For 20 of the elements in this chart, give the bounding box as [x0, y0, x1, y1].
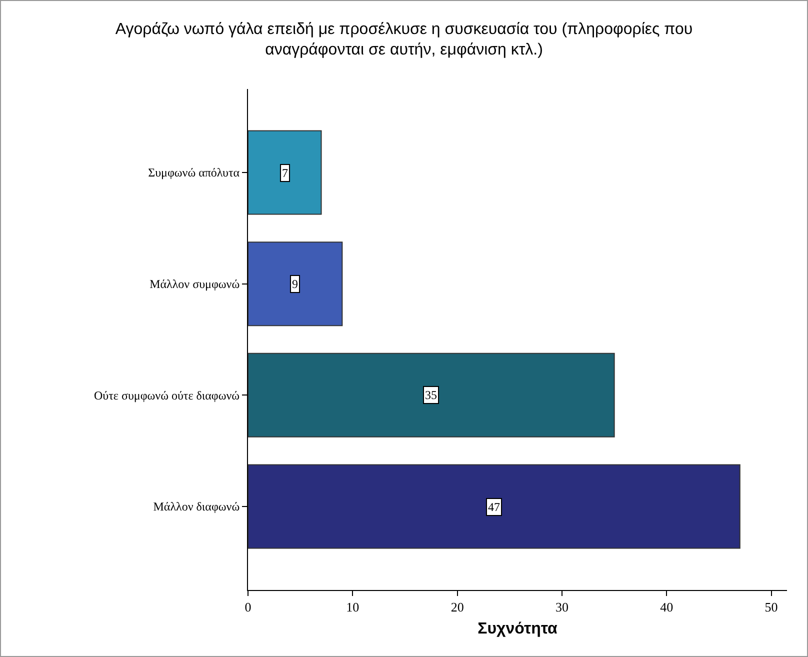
bar — [248, 464, 740, 549]
bar — [248, 352, 615, 438]
data-label: 47 — [488, 500, 500, 514]
data-label: 35 — [425, 388, 437, 402]
x-tick-label: 40 — [660, 600, 674, 615]
y-tick-label: Μάλλον διαφωνώ — [153, 500, 240, 514]
x-tick-label: 0 — [244, 600, 252, 615]
x-axis-title: Συχνότητα — [478, 620, 558, 638]
y-tick-label: Ούτε συμφωνώ ούτε διαφωνώ — [94, 388, 240, 402]
y-tick-label: Συμφωνώ απόλυτα — [148, 166, 240, 180]
chart-title: Αγοράζω νωπό γάλα επειδή με προσέλκυσε η συσκευασία του (πληροφορίες που αναγράφονται σε αυτήν, εμφάνιση κτλ.) — [115, 20, 693, 59]
x-tick-label: 10 — [346, 600, 360, 615]
data-label: 7 — [282, 166, 288, 180]
x-tick-label: 20 — [450, 600, 464, 615]
x-tick-label: 30 — [555, 600, 568, 615]
y-tick-label: Μάλλον συμφωνώ — [150, 277, 240, 292]
bar — [248, 130, 322, 215]
x-tick-label: 50 — [764, 600, 778, 615]
data-label: 9 — [292, 277, 298, 291]
bar — [248, 242, 343, 326]
